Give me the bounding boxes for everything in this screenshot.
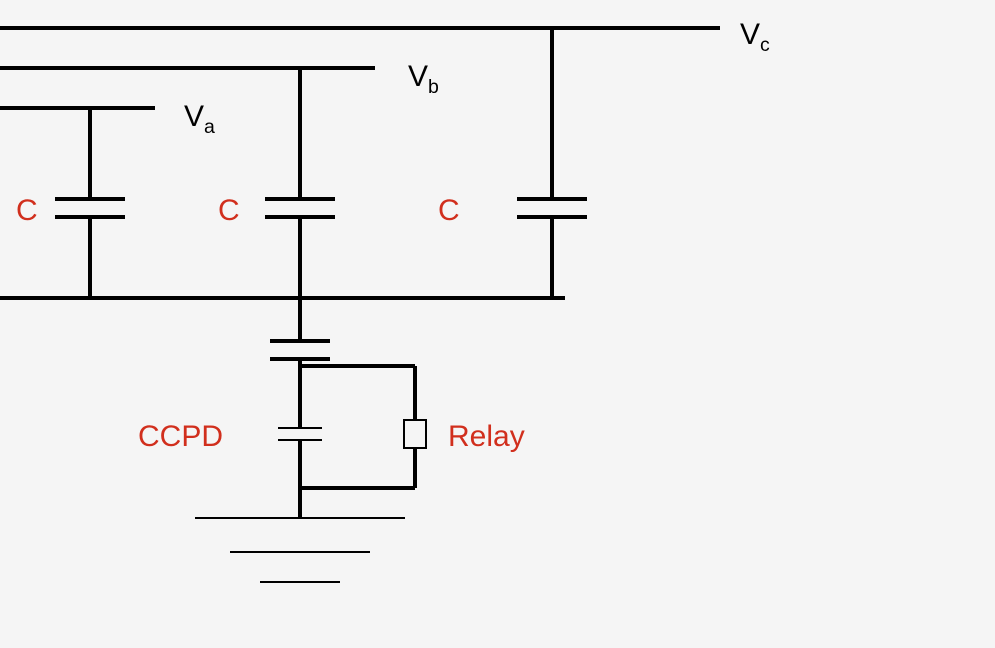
va-sub: a — [204, 116, 215, 138]
c3-text: C — [438, 194, 460, 227]
vb-sub: b — [428, 76, 439, 98]
relay-text: Relay — [448, 420, 525, 453]
vc-text: V — [740, 18, 760, 51]
label-c3: C — [438, 194, 460, 228]
label-c1: C — [16, 194, 38, 228]
label-c2: C — [218, 194, 240, 228]
label-vb: Vb — [408, 60, 439, 99]
label-va: Va — [184, 100, 215, 139]
label-ccpd: CCPD — [138, 420, 223, 454]
vb-text: V — [408, 60, 428, 93]
circuit-svg — [0, 0, 995, 648]
vc-sub: c — [760, 34, 770, 56]
ccpd-text: CCPD — [138, 420, 223, 453]
c2-text: C — [218, 194, 240, 227]
label-vc: Vc — [740, 18, 770, 57]
va-text: V — [184, 100, 204, 133]
label-relay: Relay — [448, 420, 525, 454]
c1-text: C — [16, 194, 38, 227]
